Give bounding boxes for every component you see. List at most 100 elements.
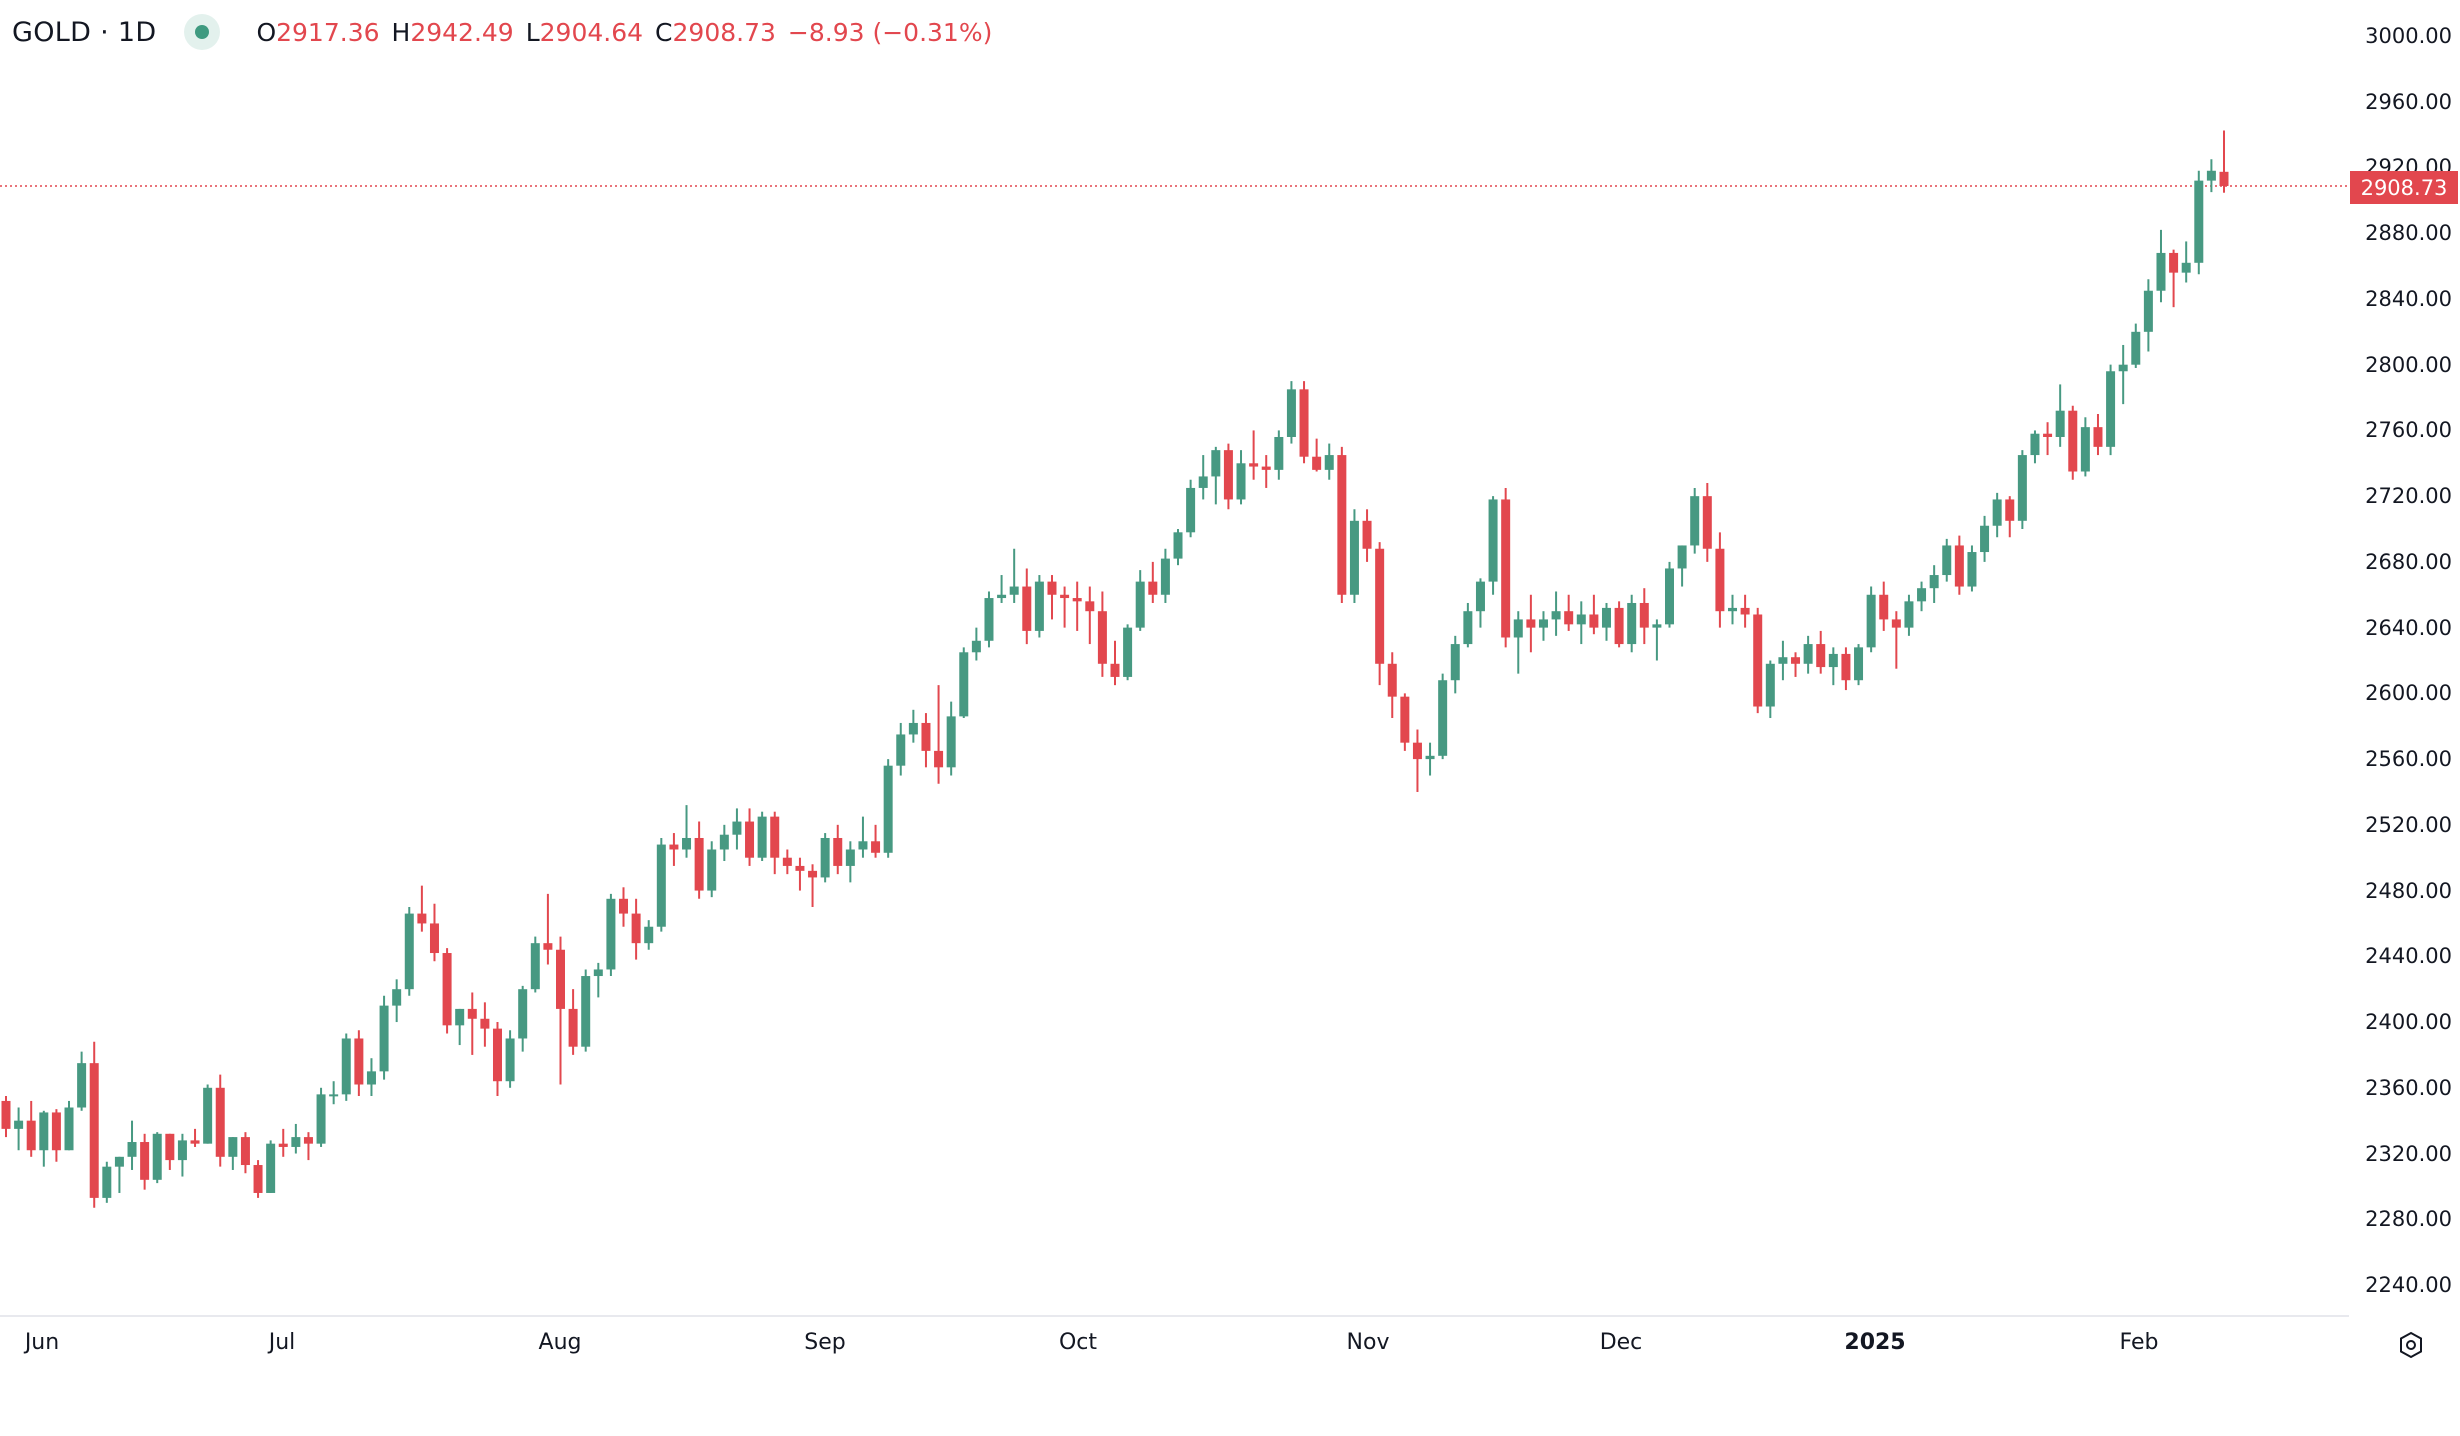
candle[interactable] xyxy=(1148,561,1158,603)
candle[interactable] xyxy=(1097,591,1107,677)
candle[interactable] xyxy=(568,989,578,1055)
candle[interactable] xyxy=(1009,548,1019,603)
candle[interactable] xyxy=(2156,229,2166,303)
candle[interactable] xyxy=(316,1087,326,1147)
candle[interactable] xyxy=(1249,430,1259,480)
candle[interactable] xyxy=(518,985,528,1052)
candle[interactable] xyxy=(934,685,944,784)
candle[interactable] xyxy=(429,903,439,962)
candle[interactable] xyxy=(152,1132,162,1184)
candle[interactable] xyxy=(1299,381,1309,464)
candle[interactable] xyxy=(26,1100,36,1157)
candle[interactable] xyxy=(808,864,818,908)
candle[interactable] xyxy=(228,1137,238,1170)
candle[interactable] xyxy=(2194,170,2204,275)
candle[interactable] xyxy=(379,995,389,1080)
candle[interactable] xyxy=(455,1008,465,1046)
candle[interactable] xyxy=(1034,575,1044,638)
candle[interactable] xyxy=(1828,647,1838,686)
candle[interactable] xyxy=(1412,729,1422,792)
gear-icon[interactable] xyxy=(2396,1330,2426,1360)
candle[interactable] xyxy=(102,1161,112,1203)
candle[interactable] xyxy=(1564,594,1574,631)
candle[interactable] xyxy=(1324,443,1334,480)
candle[interactable] xyxy=(606,893,616,977)
candle[interactable] xyxy=(2219,130,2229,193)
candle[interactable] xyxy=(1576,601,1586,645)
candle[interactable] xyxy=(1047,575,1057,620)
candle[interactable] xyxy=(631,898,641,960)
candle[interactable] xyxy=(757,811,767,861)
candle[interactable] xyxy=(140,1133,150,1190)
candle[interactable] xyxy=(896,722,906,776)
candle[interactable] xyxy=(694,821,704,899)
candle[interactable] xyxy=(1223,443,1233,510)
candle[interactable] xyxy=(1085,586,1095,645)
candle[interactable] xyxy=(593,962,603,998)
candle[interactable] xyxy=(177,1133,187,1177)
candle[interactable] xyxy=(1110,640,1120,686)
candle[interactable] xyxy=(1715,532,1725,628)
candle[interactable] xyxy=(833,824,843,875)
candle[interactable] xyxy=(795,857,805,891)
candle[interactable] xyxy=(2017,450,2027,530)
candle[interactable] xyxy=(14,1107,24,1151)
candle[interactable] xyxy=(341,1033,351,1101)
candle[interactable] xyxy=(2055,384,2065,447)
candle[interactable] xyxy=(1891,611,1901,669)
candle[interactable] xyxy=(240,1132,250,1174)
candle[interactable] xyxy=(745,808,755,866)
candle[interactable] xyxy=(1198,455,1208,500)
candle[interactable] xyxy=(656,837,666,932)
candle[interactable] xyxy=(1072,581,1082,631)
candle[interactable] xyxy=(1614,601,1624,648)
candle[interactable] xyxy=(845,841,855,883)
candle[interactable] xyxy=(1286,381,1296,444)
candle[interactable] xyxy=(543,893,553,965)
candle[interactable] xyxy=(669,833,679,866)
candle[interactable] xyxy=(1123,624,1133,681)
candle[interactable] xyxy=(253,1160,263,1198)
candle[interactable] xyxy=(1463,602,1473,648)
candle[interactable] xyxy=(392,979,402,1023)
candle[interactable] xyxy=(1841,647,1851,691)
candle[interactable] xyxy=(1349,509,1359,603)
candle[interactable] xyxy=(707,841,717,898)
candle[interactable] xyxy=(1211,446,1221,505)
candle[interactable] xyxy=(581,969,591,1052)
candle[interactable] xyxy=(64,1100,74,1151)
candle[interactable] xyxy=(1438,673,1448,760)
candle[interactable] xyxy=(946,701,956,776)
candle[interactable] xyxy=(971,627,981,661)
candle[interactable] xyxy=(1362,509,1372,562)
candle[interactable] xyxy=(1639,588,1649,645)
candle[interactable] xyxy=(492,1022,502,1097)
candle[interactable] xyxy=(2106,364,2116,456)
candle[interactable] xyxy=(1274,430,1284,480)
candle[interactable] xyxy=(770,811,780,875)
candle[interactable] xyxy=(858,816,868,858)
candle[interactable] xyxy=(1967,545,1977,592)
candle[interactable] xyxy=(908,709,918,743)
candle[interactable] xyxy=(127,1120,137,1170)
candle[interactable] xyxy=(2005,496,2015,538)
candle[interactable] xyxy=(1375,542,1385,686)
candle[interactable] xyxy=(51,1109,61,1162)
candle[interactable] xyxy=(1816,630,1826,674)
candle[interactable] xyxy=(1135,570,1145,631)
candle[interactable] xyxy=(2181,241,2191,283)
candle[interactable] xyxy=(2068,405,2078,480)
candle[interactable] xyxy=(303,1132,313,1161)
candle[interactable] xyxy=(1551,591,1561,636)
candle[interactable] xyxy=(1312,438,1322,472)
candle[interactable] xyxy=(77,1051,87,1111)
candle[interactable] xyxy=(530,936,540,993)
candle[interactable] xyxy=(1652,619,1662,661)
candle[interactable] xyxy=(354,1030,364,1097)
candle[interactable] xyxy=(1425,742,1435,776)
candle[interactable] xyxy=(959,647,969,719)
candle[interactable] xyxy=(1879,581,1889,631)
symbol-title[interactable]: GOLD · 1D xyxy=(12,16,157,48)
candle[interactable] xyxy=(1236,450,1246,505)
